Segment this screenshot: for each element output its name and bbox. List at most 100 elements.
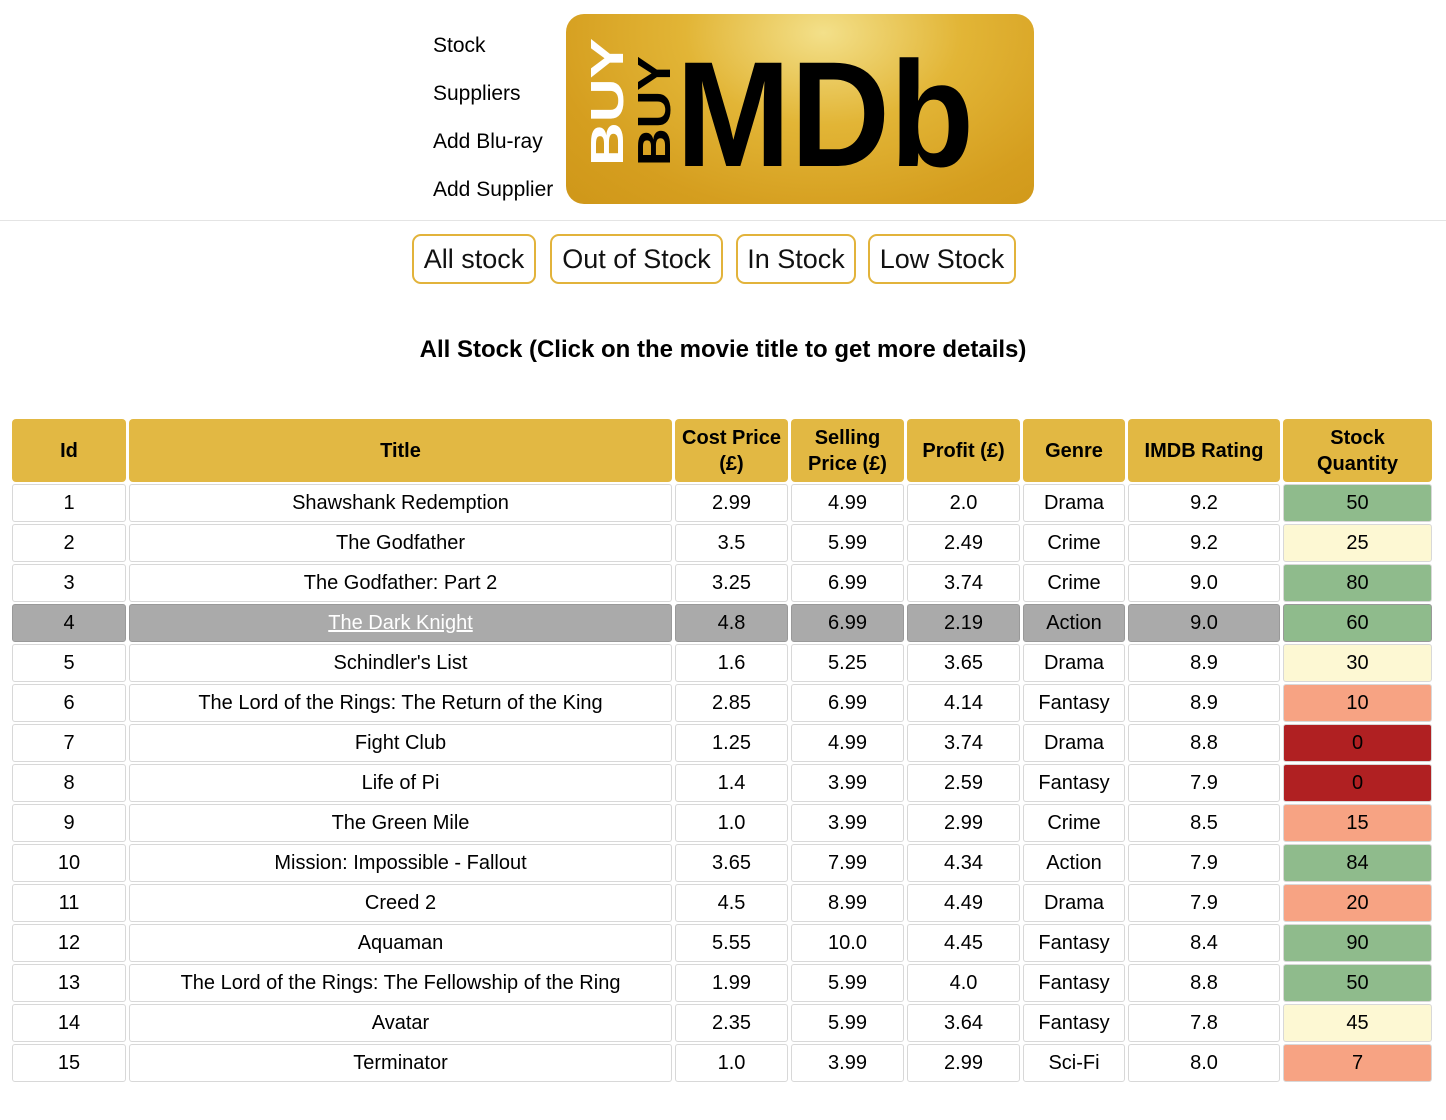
cell-genre: Fantasy <box>1023 684 1125 722</box>
movie-title-link[interactable]: Mission: Impossible - Fallout <box>274 851 527 874</box>
movie-title-link[interactable]: Fight Club <box>354 731 447 754</box>
cell-id: 8 <box>12 764 126 802</box>
filter-low-stock-button[interactable]: Low Stock <box>868 234 1016 284</box>
cell-id: 7 <box>12 724 126 762</box>
cell-cost-price: 5.55 <box>675 924 788 962</box>
cell-title: Avatar <box>129 1004 672 1042</box>
cell-profit: 2.19 <box>907 604 1020 642</box>
header-title[interactable]: Title <box>129 419 672 482</box>
movie-title-link[interactable]: The Godfather <box>336 531 465 554</box>
cell-cost-price: 2.35 <box>675 1004 788 1042</box>
cell-profit: 3.74 <box>907 724 1020 762</box>
cell-profit: 4.34 <box>907 844 1020 882</box>
filter-all-stock-button[interactable]: All stock <box>412 234 536 284</box>
cell-cost-price: 2.99 <box>675 484 788 522</box>
cell-stock-quantity: 20 <box>1283 884 1432 922</box>
movie-title-link[interactable]: The Godfather: Part 2 <box>303 571 498 594</box>
cell-genre: Fantasy <box>1023 764 1125 802</box>
cell-stock-quantity: 0 <box>1283 724 1432 762</box>
cell-profit: 4.0 <box>907 964 1020 1002</box>
cell-imdb-rating: 8.8 <box>1128 724 1280 762</box>
header-profit[interactable]: Profit (£) <box>907 419 1020 482</box>
cell-title: The Godfather <box>129 524 672 562</box>
table-row: 14 Avatar 2.35 5.99 3.64 Fantasy 7.8 45 <box>12 1004 1432 1042</box>
cell-title: Aquaman <box>129 924 672 962</box>
table-row: 13 The Lord of the Rings: The Fellowship … <box>12 964 1432 1002</box>
cell-profit: 3.74 <box>907 564 1020 602</box>
table-row: 12 Aquaman 5.55 10.0 4.45 Fantasy 8.4 90 <box>12 924 1432 962</box>
table-row: 3 The Godfather: Part 2 3.25 6.99 3.74 Crime 9… <box>12 564 1432 602</box>
cell-title: The Dark Knight <box>129 604 672 642</box>
header-divider <box>0 220 1446 221</box>
movie-title-link[interactable]: Creed 2 <box>364 891 437 914</box>
cell-id: 5 <box>12 644 126 682</box>
header-imdb-rating[interactable]: IMDB Rating <box>1128 419 1280 482</box>
cell-selling-price: 5.99 <box>791 1004 904 1042</box>
header-stock-quantity[interactable]: Stock Quantity <box>1283 419 1432 482</box>
buymdb-logo: BUY BUY MDb <box>566 14 1034 204</box>
cell-profit: 2.59 <box>907 764 1020 802</box>
movie-title-link[interactable]: The Lord of the Rings: The Fellowship of… <box>180 971 621 994</box>
cell-id: 3 <box>12 564 126 602</box>
cell-imdb-rating: 8.8 <box>1128 964 1280 1002</box>
cell-id: 4 <box>12 604 126 642</box>
stock-table: Id Title Cost Price (£) Selling Price (£… <box>9 417 1435 1084</box>
cell-stock-quantity: 10 <box>1283 684 1432 722</box>
cell-selling-price: 5.99 <box>791 964 904 1002</box>
nav-add-supplier-link[interactable]: Add Supplier <box>433 178 554 201</box>
cell-profit: 2.99 <box>907 804 1020 842</box>
cell-selling-price: 4.99 <box>791 724 904 762</box>
cell-profit: 2.49 <box>907 524 1020 562</box>
cell-imdb-rating: 9.2 <box>1128 484 1280 522</box>
cell-imdb-rating: 8.4 <box>1128 924 1280 962</box>
cell-genre: Action <box>1023 844 1125 882</box>
cell-id: 13 <box>12 964 126 1002</box>
stock-table-body: 1 Shawshank Redemption 2.99 4.99 2.0 Drama 9.2… <box>12 484 1432 1082</box>
cell-stock-quantity: 25 <box>1283 524 1432 562</box>
cell-stock-quantity: 30 <box>1283 644 1432 682</box>
table-row: 6 The Lord of the Rings: The Return of th… <box>12 684 1432 722</box>
cell-selling-price: 3.99 <box>791 804 904 842</box>
cell-id: 2 <box>12 524 126 562</box>
nav-suppliers-link[interactable]: Suppliers <box>433 82 521 105</box>
cell-genre: Drama <box>1023 884 1125 922</box>
movie-title-link[interactable]: Shawshank Redemption <box>292 491 509 514</box>
table-row: 11 Creed 2 4.5 8.99 4.49 Drama 7.9 20 <box>12 884 1432 922</box>
header-genre[interactable]: Genre <box>1023 419 1125 482</box>
cell-id: 14 <box>12 1004 126 1042</box>
movie-title-link[interactable]: Life of Pi <box>361 771 440 794</box>
cell-imdb-rating: 8.9 <box>1128 684 1280 722</box>
movie-title-link[interactable]: The Lord of the Rings: The Return of the… <box>198 691 603 714</box>
header-cost-price[interactable]: Cost Price (£) <box>675 419 788 482</box>
movie-title-link[interactable]: Schindler's List <box>333 651 468 674</box>
nav-stock-link[interactable]: Stock <box>433 34 486 57</box>
nav-add-bluray-link[interactable]: Add Blu-ray <box>433 130 543 153</box>
header-id[interactable]: Id <box>12 419 126 482</box>
cell-stock-quantity: 7 <box>1283 1044 1432 1082</box>
cell-genre: Crime <box>1023 804 1125 842</box>
filter-out-of-stock-button[interactable]: Out of Stock <box>550 234 723 284</box>
cell-profit: 2.99 <box>907 1044 1020 1082</box>
cell-genre: Fantasy <box>1023 964 1125 1002</box>
cell-cost-price: 1.99 <box>675 964 788 1002</box>
movie-title-link[interactable]: Aquaman <box>357 931 444 954</box>
cell-id: 11 <box>12 884 126 922</box>
movie-title-link[interactable]: The Dark Knight <box>328 611 473 634</box>
cell-profit: 4.14 <box>907 684 1020 722</box>
logo-buy-shadow-text: BUY <box>628 56 680 166</box>
cell-genre: Drama <box>1023 644 1125 682</box>
logo-buy-text: BUY <box>581 38 633 166</box>
cell-imdb-rating: 7.8 <box>1128 1004 1280 1042</box>
table-row: 5 Schindler's List 1.6 5.25 3.65 Drama 8.9 30 <box>12 644 1432 682</box>
cell-genre: Drama <box>1023 484 1125 522</box>
filter-in-stock-button[interactable]: In Stock <box>736 234 856 284</box>
header-selling-price[interactable]: Selling Price (£) <box>791 419 904 482</box>
table-row: 8 Life of Pi 1.4 3.99 2.59 Fantasy 7.9 0 <box>12 764 1432 802</box>
movie-title-link[interactable]: The Green Mile <box>331 811 470 834</box>
movie-title-link[interactable]: Terminator <box>353 1051 448 1074</box>
movie-title-link[interactable]: Avatar <box>371 1011 430 1034</box>
cell-stock-quantity: 90 <box>1283 924 1432 962</box>
cell-selling-price: 5.25 <box>791 644 904 682</box>
cell-stock-quantity: 0 <box>1283 764 1432 802</box>
stock-filter-bar: All stock Out of Stock In Stock Low Stoc… <box>0 234 1446 284</box>
